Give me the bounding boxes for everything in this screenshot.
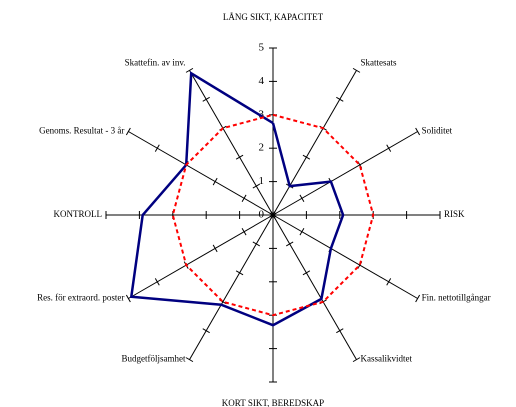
tick-mark	[202, 328, 210, 334]
category-label: Kassalikvidtet	[361, 354, 413, 364]
category-label: Skattesats	[361, 57, 397, 67]
tick-mark	[269, 212, 277, 218]
category-label: LÅNG SIKT, KAPACITET	[223, 12, 324, 22]
tick-mark	[125, 294, 131, 303]
tick-mark	[386, 144, 392, 152]
spoke	[272, 131, 418, 216]
spoke	[272, 214, 357, 360]
y-tick-label: 5	[259, 42, 265, 54]
y-tick-label: 4	[259, 75, 265, 87]
spoke	[189, 214, 274, 360]
series-line	[171, 113, 375, 317]
category-label: KORT SIKT, BEREDSKAP	[222, 398, 324, 407]
tick-mark	[352, 67, 361, 73]
tick-mark	[386, 278, 392, 286]
spoke	[128, 214, 274, 299]
series-line	[129, 71, 345, 327]
tick-mark	[299, 227, 305, 236]
tick-mark	[285, 241, 294, 247]
tick-mark	[252, 241, 261, 247]
tick-mark	[154, 278, 160, 286]
tick-mark	[235, 270, 244, 276]
category-label: Res. för extraord. poster	[37, 293, 124, 303]
tick-mark	[185, 67, 194, 73]
category-label: Soliditet	[422, 126, 453, 136]
y-tick-label: 3	[259, 108, 265, 120]
spoke	[272, 70, 357, 216]
category-label: Genoms. Resultat - 3 år	[39, 126, 124, 136]
tick-mark	[352, 357, 361, 363]
tick-mark	[252, 183, 261, 189]
y-tick-label: 2	[259, 142, 265, 154]
tick-mark	[212, 244, 218, 253]
tick-mark	[415, 127, 421, 136]
tick-mark	[212, 177, 218, 186]
tick-mark	[336, 96, 344, 102]
category-label: Fin. nettotillgångar	[422, 293, 491, 303]
spoke	[272, 214, 418, 299]
tick-mark	[185, 357, 194, 363]
category-label: Skattefin. av inv.	[125, 57, 186, 67]
category-label: KONTROLL	[54, 209, 103, 219]
tick-mark	[241, 194, 247, 203]
tick-mark	[202, 96, 210, 102]
tick-mark	[336, 328, 344, 334]
y-tick-label: 0	[259, 209, 265, 221]
y-tick-label: 1	[259, 175, 265, 187]
tick-mark	[415, 294, 421, 303]
tick-mark	[241, 227, 247, 236]
tick-mark	[125, 127, 131, 136]
spoke	[128, 131, 274, 216]
tick-mark	[299, 194, 305, 203]
tick-mark	[154, 144, 160, 152]
category-label: RISK	[444, 209, 465, 219]
tick-mark	[302, 154, 311, 160]
tick-mark	[235, 154, 244, 160]
spoke	[189, 70, 274, 216]
category-label: Budgetföljsamhet	[122, 354, 186, 364]
tick-mark	[302, 270, 311, 276]
